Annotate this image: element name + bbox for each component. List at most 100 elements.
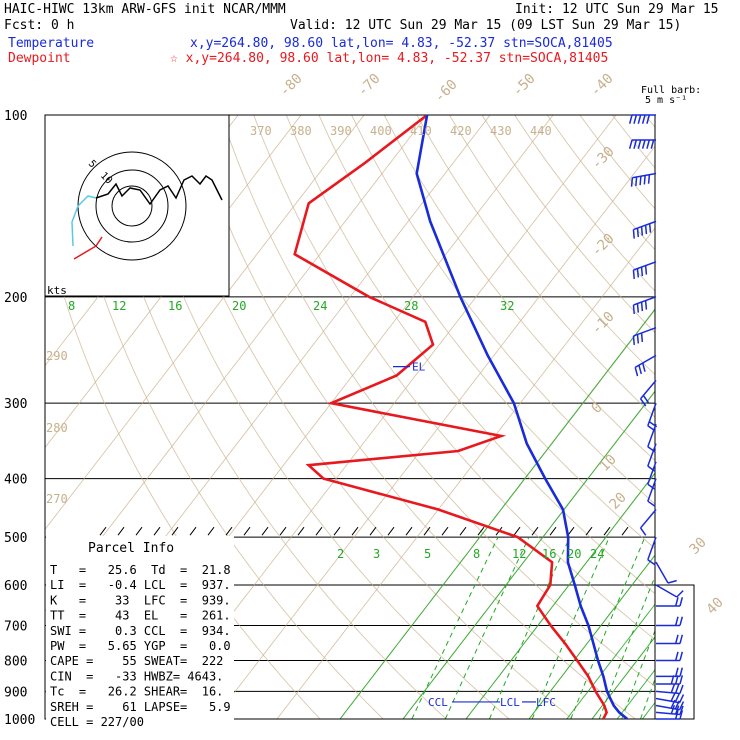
pressure-label-900: 900 bbox=[4, 685, 27, 700]
pressure-label-700: 700 bbox=[4, 619, 27, 634]
isotherm-label: -80 bbox=[277, 71, 306, 100]
wind-barb-flag bbox=[632, 269, 635, 280]
wind-barb-flag bbox=[641, 362, 646, 372]
wind-barb-flag bbox=[674, 693, 680, 703]
wind-barb-flag bbox=[648, 421, 658, 428]
wind-barb-staff bbox=[647, 423, 657, 447]
wind-barb bbox=[656, 667, 684, 678]
parcel-info-box bbox=[46, 536, 234, 726]
isotherm-label: -60 bbox=[432, 77, 461, 106]
wind-barb-flag bbox=[650, 139, 655, 149]
wind-barb-staff bbox=[639, 509, 657, 529]
wind-barb-flag bbox=[640, 332, 644, 343]
wind-barb-flag bbox=[635, 176, 638, 186]
wind-barb-flag bbox=[639, 527, 647, 536]
pressure-label-500: 500 bbox=[4, 531, 27, 546]
pressure-label-1000: 1000 bbox=[4, 713, 35, 728]
dry-adiabat bbox=[90, 115, 447, 719]
mixing-ratio-label: 3 bbox=[373, 547, 380, 561]
ccl-label: CCL bbox=[428, 696, 448, 709]
hatch-mark bbox=[549, 526, 557, 536]
moist-adiabat bbox=[339, 308, 655, 719]
dry-adiabat bbox=[579, 115, 655, 210]
wind-barb-flag bbox=[667, 579, 677, 584]
moist-adiabat bbox=[668, 297, 740, 719]
wind-barb-flag bbox=[679, 705, 684, 715]
wind-barb bbox=[647, 536, 657, 566]
dry-adiabat bbox=[644, 115, 655, 128]
wind-barb-flag bbox=[633, 114, 638, 124]
wind-barb-flag bbox=[636, 303, 640, 313]
moist-adiabat-label: 16 bbox=[168, 299, 182, 313]
hatch-mark bbox=[369, 526, 377, 536]
wind-barb-flag bbox=[630, 177, 634, 187]
hatch-mark bbox=[243, 526, 251, 536]
dry-adiabat bbox=[122, 115, 510, 719]
wind-barb bbox=[628, 139, 656, 149]
lcl-label: LCL bbox=[500, 696, 520, 709]
isotherm-label: 30 bbox=[687, 535, 710, 558]
pressure-label-800: 800 bbox=[4, 654, 27, 669]
mixing-ratio-label: 8 bbox=[473, 547, 480, 561]
mixing-ratio-label: 20 bbox=[567, 547, 581, 561]
isotherm-line bbox=[276, 227, 655, 719]
hatch-mark bbox=[441, 526, 449, 536]
moist-adiabat bbox=[402, 390, 655, 719]
mixing-ratio-line bbox=[570, 537, 646, 719]
hatch-mark bbox=[315, 526, 323, 536]
wind-barb bbox=[647, 478, 657, 507]
moist-adiabat bbox=[528, 554, 655, 719]
wind-barb-flag bbox=[639, 398, 647, 407]
wind-barb-staff bbox=[647, 536, 657, 560]
hodograph-trace-mid bbox=[71, 195, 97, 247]
dry-adiabat bbox=[220, 115, 655, 687]
theta-label: 440 bbox=[530, 124, 552, 138]
valid-time: Valid: 12 UTC Sun 29 Mar 15 (09 LST Sun … bbox=[290, 18, 681, 33]
hatch-mark bbox=[333, 526, 341, 536]
wind-barb bbox=[632, 296, 657, 315]
isotherm-label: 20 bbox=[607, 490, 630, 513]
mixing-ratio-label: 5 bbox=[424, 547, 431, 561]
dewpoint-profile bbox=[293, 115, 609, 719]
hatch-mark bbox=[387, 526, 395, 536]
model-title: HAIC-HIWC 13km ARW-GFS init NCAR/MMM bbox=[4, 2, 286, 17]
legend-dewpoint: Dewpoint bbox=[8, 51, 71, 66]
wind-barb-flag bbox=[641, 114, 646, 124]
wind-barb-flag bbox=[674, 597, 679, 607]
dry-adiabat bbox=[285, 115, 655, 595]
wind-barb-flag bbox=[642, 395, 650, 404]
wind-barb-flag bbox=[628, 114, 633, 124]
wind-barb-flag bbox=[643, 175, 646, 185]
wind-barb-flag bbox=[674, 684, 680, 694]
wind-barb-flag bbox=[636, 334, 640, 344]
moist-adiabat bbox=[465, 472, 655, 719]
wind-barb-flag bbox=[678, 694, 685, 704]
dry-adiabat bbox=[351, 115, 655, 505]
wind-barb-flag bbox=[670, 683, 676, 693]
hatch-mark bbox=[261, 526, 269, 536]
wind-frame bbox=[654, 537, 695, 720]
parcel-info-row: T = 25.6 Td = 21.8 bbox=[50, 563, 231, 577]
mixing-ratio-line bbox=[640, 677, 655, 719]
forecast-hour: Fcst: 0 h bbox=[4, 18, 74, 33]
parcel-info-title: Parcel Info bbox=[88, 541, 174, 556]
hatch-mark bbox=[423, 526, 431, 536]
wind-barb-flag bbox=[640, 226, 644, 236]
moist-adiabat bbox=[616, 669, 655, 719]
isotherm-label: -40 bbox=[588, 71, 617, 100]
lfc-label: LFC bbox=[536, 696, 556, 709]
wind-barb-staff bbox=[655, 561, 669, 584]
wind-barb-flag bbox=[674, 634, 679, 644]
hodograph-ring bbox=[111, 185, 153, 227]
moist-adiabat bbox=[591, 636, 655, 719]
wind-barb-flag bbox=[636, 268, 640, 278]
wind-barb-flag bbox=[628, 139, 633, 149]
init-time: Init: 12 UTC Sun 29 Mar 15 bbox=[515, 2, 719, 17]
hatch-mark bbox=[117, 526, 125, 536]
theta-label: 370 bbox=[250, 124, 272, 138]
wind-barb-flag bbox=[676, 590, 684, 598]
wind-barb-flag bbox=[632, 335, 635, 345]
dry-adiabat bbox=[188, 115, 636, 719]
wind-barb bbox=[639, 379, 657, 407]
